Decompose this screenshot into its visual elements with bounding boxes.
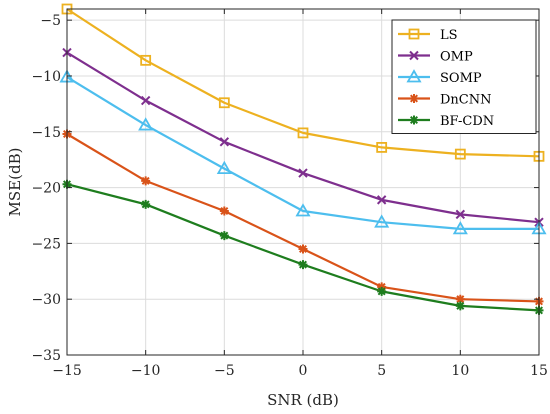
- x-tick-label: −5: [214, 363, 235, 379]
- x-tick-label: 5: [377, 363, 386, 379]
- data-point-ls: [297, 127, 309, 139]
- data-point-ls: [376, 141, 388, 153]
- data-point-somp: [452, 221, 468, 235]
- legend-label-ls: LS: [440, 28, 458, 43]
- data-point-omp: [455, 209, 466, 220]
- data-point-omp: [298, 168, 308, 178]
- data-point-ls: [218, 97, 230, 109]
- data-point-somp: [216, 160, 232, 175]
- x-tick-label: 0: [299, 363, 308, 379]
- data-point-bf-cdn: [298, 260, 308, 270]
- data-point-ls: [140, 54, 152, 66]
- legend-label-dncnn: DnCNN: [440, 93, 492, 108]
- legend-label-bf-cdn: BF-CDN: [440, 114, 494, 129]
- legend-marker-bf-cdn: [409, 115, 419, 125]
- data-point-omp: [219, 137, 230, 147]
- x-tick-label: −10: [131, 363, 161, 379]
- x-tick-label: 15: [530, 363, 548, 379]
- x-axis-label: SNR (dB): [267, 391, 339, 409]
- data-point-bf-cdn: [141, 199, 151, 209]
- data-point-dncnn: [455, 294, 465, 304]
- data-point-somp: [295, 203, 311, 217]
- legend-marker-dncnn: [409, 94, 419, 103]
- y-tick-label: −20: [31, 181, 61, 197]
- data-point-ls: [454, 148, 466, 160]
- data-point-dncnn: [298, 244, 308, 254]
- x-tick-label: 10: [451, 363, 469, 379]
- legend: LS OMP SOMP DnCNN BF-CDN: [391, 19, 537, 134]
- y-tick-label: −5: [40, 13, 61, 29]
- legend-marker-ls: [408, 28, 420, 40]
- legend-marker-somp: [406, 69, 422, 83]
- data-point-bf-cdn: [377, 286, 387, 296]
- legend-label-omp: OMP: [440, 50, 473, 65]
- y-tick-label: −30: [31, 292, 61, 308]
- data-point-dncnn: [141, 176, 151, 186]
- y-tick-label: −35: [31, 348, 61, 364]
- y-tick-label: −15: [31, 125, 61, 141]
- y-tick-label: −25: [31, 236, 61, 252]
- axis-ticks: −15 −10 −5 0 5 10 15 −35 −30 −25 −20 −15 −10 −5: [31, 9, 548, 379]
- legend-marker-omp: [409, 50, 419, 61]
- y-axis-label: MSE(dB): [6, 148, 24, 217]
- data-point-somp: [138, 117, 154, 131]
- legend-label-somp: SOMP: [440, 71, 482, 86]
- data-point-dncnn: [219, 206, 229, 216]
- data-point-omp: [376, 195, 387, 205]
- series-line-somp: [66, 76, 539, 230]
- series-line-ls: [66, 8, 540, 158]
- data-point-bf-cdn: [455, 301, 465, 311]
- data-point-somp: [374, 214, 390, 228]
- x-tick-label: −15: [52, 363, 82, 379]
- data-point-bf-cdn: [219, 231, 229, 241]
- data-point-omp: [140, 95, 151, 106]
- y-tick-label: −10: [31, 69, 61, 85]
